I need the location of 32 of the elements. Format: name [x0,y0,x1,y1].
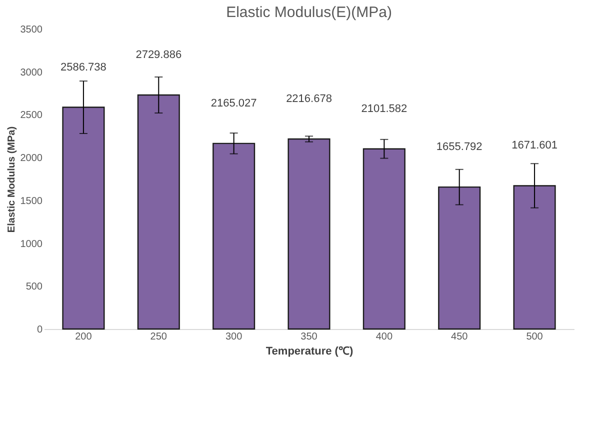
x-tick-label: 400 [376,332,393,342]
x-tick-label: 300 [225,332,243,342]
y-tick-label: 500 [26,282,43,293]
y-tick-label: 0 [36,324,43,336]
y-tick-label: 3500 [20,24,43,36]
x-tick-label: 200 [75,332,92,342]
bar [137,94,180,330]
y-tick-label: 1500 [20,196,43,207]
y-axis-title: Elastic Modulus (MPa) [6,126,18,233]
bar [438,186,481,330]
data-label: 2586.738 [60,61,106,74]
bar [212,142,256,330]
x-tick-label: 450 [451,332,468,342]
y-tick-label: 3000 [20,67,43,78]
data-label: 2165.027 [210,97,257,110]
chart-title: Elastic Modulus(E)(MPa) [226,4,392,21]
y-tick-label: 2000 [20,153,43,164]
data-label: 2101.582 [361,102,408,115]
x-tick-label: 250 [150,332,168,342]
data-label: 2729.886 [136,49,182,62]
data-label: 1655.792 [436,141,482,154]
y-tick-label: 1000 [20,238,43,250]
bar [288,138,330,330]
bar [62,106,105,330]
data-label: 2216.678 [286,93,332,105]
x-axis-title: Temperature (℃) [266,346,354,358]
data-label: 1671.601 [512,140,558,152]
y-tick-label: 2500 [20,110,43,122]
bar [362,148,406,330]
x-tick-label: 350 [300,332,318,342]
bar [513,185,556,330]
x-tick-label: 500 [526,332,544,342]
